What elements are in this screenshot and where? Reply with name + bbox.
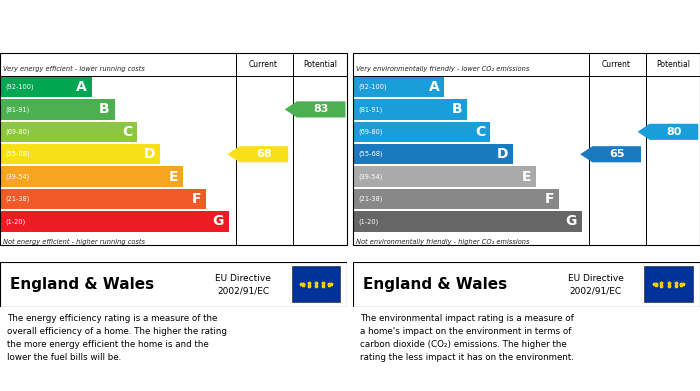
Text: (39-54): (39-54) (358, 173, 382, 180)
Text: B: B (452, 102, 462, 117)
Text: C: C (475, 125, 485, 139)
Text: (1-20): (1-20) (358, 218, 378, 225)
Text: Potential: Potential (656, 60, 690, 69)
Text: F: F (545, 192, 554, 206)
Text: Energy Efficiency Rating: Energy Efficiency Rating (10, 20, 194, 33)
Text: F: F (192, 192, 201, 206)
Bar (0, 144, 160, 164)
Text: 68: 68 (256, 149, 272, 159)
Bar (353, 211, 582, 231)
Bar (353, 189, 559, 209)
Text: G: G (566, 215, 577, 228)
Text: Current: Current (248, 60, 277, 69)
Text: England & Wales: England & Wales (363, 277, 508, 292)
Text: G: G (213, 215, 224, 228)
Bar (0, 189, 206, 209)
Text: Environmental Impact (CO₂) Rating: Environmental Impact (CO₂) Rating (363, 20, 625, 33)
Text: (55-68): (55-68) (5, 151, 30, 158)
Text: A: A (428, 80, 440, 94)
Text: The energy efficiency rating is a measure of the
overall efficiency of a home. T: The energy efficiency rating is a measur… (7, 314, 227, 362)
Text: 83: 83 (314, 104, 329, 115)
Bar (0, 77, 92, 97)
Text: The environmental impact rating is a measure of
a home's impact on the environme: The environmental impact rating is a mea… (360, 314, 573, 362)
Text: (69-80): (69-80) (5, 129, 29, 135)
Text: (92-100): (92-100) (358, 84, 386, 90)
Text: (21-38): (21-38) (5, 196, 29, 202)
Bar (0, 167, 183, 187)
Text: (81-91): (81-91) (358, 106, 382, 113)
Bar (353, 99, 468, 120)
Text: (55-68): (55-68) (358, 151, 383, 158)
Bar (353, 144, 513, 164)
Text: EU Directive
2002/91/EC: EU Directive 2002/91/EC (568, 274, 624, 295)
Bar (0, 122, 137, 142)
Bar (353, 77, 444, 97)
Bar (353, 122, 490, 142)
Text: (39-54): (39-54) (5, 173, 29, 180)
Bar (0, 211, 229, 231)
Text: Potential: Potential (303, 60, 337, 69)
Bar (292, 267, 340, 303)
Polygon shape (638, 124, 699, 140)
Bar (0, 99, 115, 120)
Text: Very energy efficient - lower running costs: Very energy efficient - lower running co… (4, 65, 146, 72)
Text: A: A (76, 80, 87, 94)
Text: E: E (169, 170, 178, 184)
Bar (645, 267, 693, 303)
Text: 80: 80 (666, 127, 682, 137)
Text: (92-100): (92-100) (5, 84, 34, 90)
Text: (69-80): (69-80) (358, 129, 382, 135)
Text: (81-91): (81-91) (5, 106, 29, 113)
Text: (21-38): (21-38) (358, 196, 382, 202)
Text: Current: Current (601, 60, 630, 69)
Text: Very environmentally friendly - lower CO₂ emissions: Very environmentally friendly - lower CO… (356, 65, 530, 72)
Text: EU Directive
2002/91/EC: EU Directive 2002/91/EC (215, 274, 271, 295)
Text: Not energy efficient - higher running costs: Not energy efficient - higher running co… (4, 239, 146, 245)
Text: (1-20): (1-20) (5, 218, 25, 225)
Polygon shape (228, 146, 288, 162)
Text: D: D (496, 147, 508, 161)
Text: E: E (522, 170, 531, 184)
Text: Not environmentally friendly - higher CO₂ emissions: Not environmentally friendly - higher CO… (356, 239, 530, 245)
Text: B: B (99, 102, 109, 117)
Text: 65: 65 (609, 149, 624, 159)
Bar (353, 167, 536, 187)
Polygon shape (580, 146, 641, 162)
Polygon shape (285, 101, 346, 117)
Text: England & Wales: England & Wales (10, 277, 155, 292)
Text: C: C (122, 125, 132, 139)
Text: D: D (144, 147, 155, 161)
